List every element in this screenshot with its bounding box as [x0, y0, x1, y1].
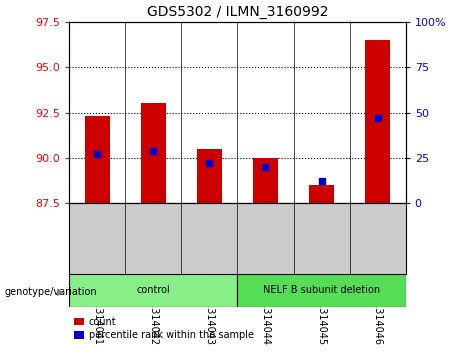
Bar: [309, 185, 334, 203]
Bar: [197, 149, 222, 203]
Text: genotype/variation: genotype/variation: [5, 287, 97, 297]
Bar: [84, 116, 110, 203]
Text: ▶: ▶: [57, 287, 65, 297]
Bar: [237, 274, 406, 307]
Bar: [253, 158, 278, 203]
Title: GDS5302 / ILMN_3160992: GDS5302 / ILMN_3160992: [147, 5, 328, 19]
Text: NELF B subunit deletion: NELF B subunit deletion: [263, 285, 380, 295]
Legend: count, percentile rank within the sample: count, percentile rank within the sample: [74, 317, 254, 340]
Bar: [69, 274, 237, 307]
Bar: [141, 103, 166, 203]
Text: control: control: [136, 285, 170, 295]
Bar: [365, 40, 390, 203]
